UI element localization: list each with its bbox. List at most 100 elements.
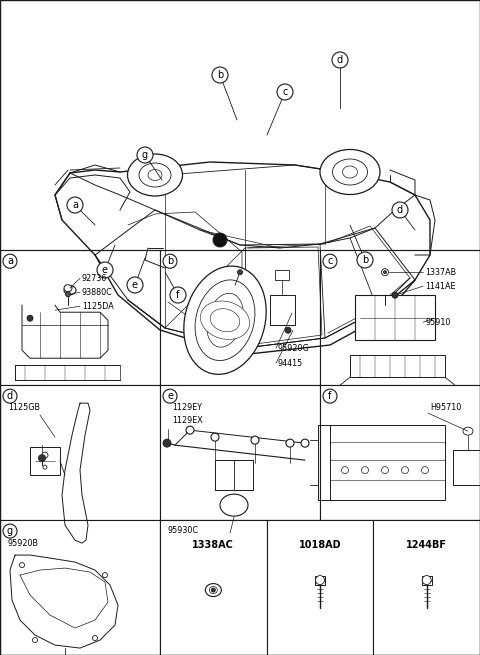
- Circle shape: [285, 328, 291, 333]
- Text: 1141AE: 1141AE: [425, 282, 456, 291]
- Text: 1337AB: 1337AB: [425, 268, 456, 276]
- Ellipse shape: [200, 301, 250, 339]
- Circle shape: [3, 254, 17, 268]
- Circle shape: [384, 271, 386, 274]
- Text: a: a: [7, 256, 13, 266]
- Circle shape: [127, 277, 143, 293]
- Ellipse shape: [139, 163, 171, 187]
- Text: e: e: [167, 391, 173, 401]
- Bar: [275, 271, 289, 280]
- Text: 1125GB: 1125GB: [8, 403, 40, 411]
- Ellipse shape: [286, 439, 294, 447]
- Bar: [160, 250, 320, 385]
- Ellipse shape: [205, 584, 221, 597]
- Circle shape: [323, 254, 337, 268]
- Text: e: e: [132, 280, 138, 290]
- Bar: [355, 295, 435, 340]
- Circle shape: [163, 439, 171, 447]
- Circle shape: [43, 465, 47, 469]
- Bar: [0, 250, 160, 385]
- Circle shape: [137, 147, 153, 163]
- Circle shape: [212, 67, 228, 83]
- Text: b: b: [362, 255, 368, 265]
- Bar: [373, 520, 480, 655]
- Circle shape: [315, 576, 324, 584]
- Circle shape: [97, 262, 113, 278]
- Text: f: f: [328, 391, 332, 401]
- Ellipse shape: [33, 637, 37, 643]
- Text: f: f: [176, 290, 180, 300]
- Ellipse shape: [301, 439, 309, 447]
- Text: d: d: [337, 55, 343, 65]
- Bar: [270, 295, 295, 326]
- Bar: [320, 250, 480, 385]
- Ellipse shape: [195, 280, 255, 360]
- Ellipse shape: [320, 149, 380, 195]
- Text: c: c: [282, 87, 288, 97]
- Text: 95920B: 95920B: [8, 538, 39, 548]
- Circle shape: [67, 197, 83, 213]
- Circle shape: [3, 389, 17, 403]
- Ellipse shape: [421, 466, 429, 474]
- Bar: [330, 425, 445, 500]
- Circle shape: [65, 291, 71, 297]
- Ellipse shape: [207, 293, 243, 347]
- Text: c: c: [327, 256, 333, 266]
- Bar: [160, 520, 267, 655]
- Text: b: b: [217, 70, 223, 80]
- Bar: [320, 520, 480, 655]
- Circle shape: [42, 452, 48, 458]
- Text: b: b: [167, 256, 173, 266]
- Circle shape: [392, 292, 398, 298]
- Text: 92736: 92736: [82, 274, 108, 283]
- Ellipse shape: [20, 563, 24, 568]
- Text: H95710: H95710: [430, 403, 461, 411]
- Circle shape: [332, 52, 348, 68]
- Bar: [30, 447, 60, 475]
- Ellipse shape: [103, 572, 108, 578]
- Text: d: d: [397, 205, 403, 215]
- Bar: [0, 520, 160, 655]
- Ellipse shape: [361, 466, 369, 474]
- Text: 95930C: 95930C: [168, 526, 199, 534]
- Text: 1129EY: 1129EY: [172, 403, 202, 411]
- Ellipse shape: [382, 466, 388, 474]
- Ellipse shape: [128, 154, 182, 196]
- Ellipse shape: [148, 170, 162, 181]
- Text: 93880C: 93880C: [82, 288, 113, 297]
- Circle shape: [392, 202, 408, 218]
- Circle shape: [323, 389, 337, 403]
- Text: d: d: [7, 391, 13, 401]
- Text: a: a: [72, 200, 78, 210]
- Circle shape: [422, 576, 431, 584]
- Circle shape: [213, 233, 227, 247]
- Bar: [267, 520, 373, 655]
- Circle shape: [27, 315, 33, 321]
- Circle shape: [163, 254, 177, 268]
- Ellipse shape: [186, 426, 194, 434]
- Bar: [421, 576, 432, 585]
- Ellipse shape: [64, 285, 72, 291]
- Ellipse shape: [463, 427, 473, 435]
- Text: g: g: [7, 526, 13, 536]
- Ellipse shape: [209, 587, 217, 593]
- Circle shape: [163, 389, 177, 403]
- Bar: [320, 385, 480, 520]
- Circle shape: [211, 588, 216, 592]
- Circle shape: [38, 455, 46, 462]
- Text: g: g: [142, 150, 148, 160]
- Ellipse shape: [211, 433, 219, 441]
- Text: e: e: [102, 265, 108, 275]
- Ellipse shape: [184, 266, 266, 375]
- Text: 95920G: 95920G: [278, 344, 310, 352]
- Bar: [315, 576, 325, 585]
- Circle shape: [238, 270, 242, 274]
- Ellipse shape: [220, 494, 248, 516]
- Circle shape: [382, 269, 388, 276]
- Ellipse shape: [251, 436, 259, 444]
- Ellipse shape: [341, 466, 348, 474]
- Ellipse shape: [401, 466, 408, 474]
- Ellipse shape: [210, 309, 240, 331]
- Bar: [160, 520, 320, 655]
- Text: 94415: 94415: [278, 359, 303, 367]
